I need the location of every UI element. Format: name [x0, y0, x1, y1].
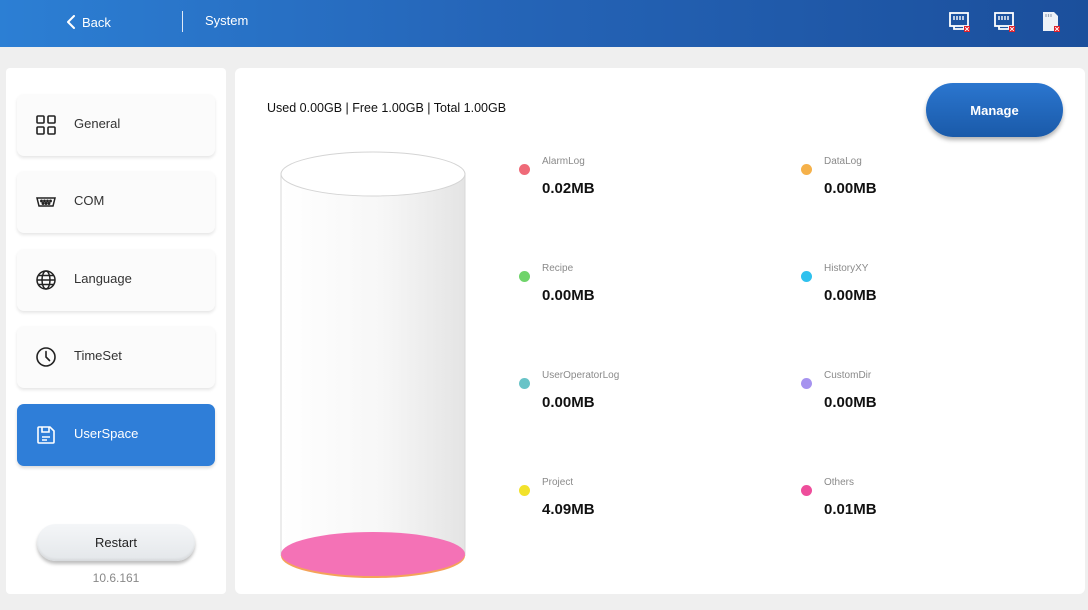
- storage-icon: [35, 424, 57, 446]
- legend-dot: [519, 164, 530, 175]
- stat-project: Project 4.09MB: [519, 475, 749, 525]
- sidebar-item-language[interactable]: Language: [17, 249, 215, 311]
- stat-datalog: DataLog 0.00MB: [801, 154, 1031, 204]
- usage-fill-top: [281, 532, 465, 576]
- back-label: Back: [82, 14, 111, 30]
- stat-label: AlarmLog: [542, 156, 585, 167]
- globe-icon: [35, 269, 57, 291]
- sidebar-item-label: Language: [74, 271, 132, 286]
- header-divider: [182, 11, 183, 32]
- stat-recipe: Recipe 0.00MB: [519, 261, 749, 311]
- stat-label: Others: [824, 477, 855, 488]
- stat-customdir: CustomDir 0.00MB: [801, 368, 1031, 418]
- stat-value: 0.00MB: [824, 180, 877, 197]
- sd-card-missing-icon[interactable]: [1038, 10, 1062, 34]
- back-button[interactable]: Back: [66, 12, 111, 32]
- storage-summary: Used 0.00GB | Free 1.00GB | Total 1.00GB: [267, 101, 507, 115]
- stat-useroperatorlog: UserOperatorLog 0.00MB: [519, 368, 749, 418]
- legend-dot: [801, 378, 812, 389]
- chevron-left-icon: [67, 15, 75, 29]
- stat-value: 0.00MB: [824, 287, 877, 304]
- sidebar: General COM Language: [6, 68, 226, 594]
- manage-button[interactable]: Manage: [926, 83, 1063, 137]
- sidebar-item-label: General: [74, 116, 121, 131]
- stat-value: 0.01MB: [824, 501, 877, 518]
- legend-dot: [801, 271, 812, 282]
- stat-historyxy: HistoryXY 0.00MB: [801, 261, 1031, 311]
- page-title: System: [205, 13, 249, 28]
- stat-value: 4.09MB: [542, 501, 595, 518]
- grid-icon: [35, 114, 57, 136]
- firmware-version: 10.6.161: [92, 571, 140, 585]
- network-port-1-disconnected-icon[interactable]: [948, 10, 972, 34]
- stat-value: 0.00MB: [542, 394, 595, 411]
- status-icons: [948, 10, 1062, 34]
- clock-icon: [35, 346, 57, 368]
- stat-label: CustomDir: [824, 370, 872, 381]
- legend-dot: [801, 485, 812, 496]
- legend-dot: [519, 271, 530, 282]
- legend-dot: [519, 378, 530, 389]
- serial-port-icon: [35, 191, 57, 213]
- sidebar-item-general[interactable]: General: [17, 94, 215, 156]
- sidebar-item-label: UserSpace: [74, 426, 139, 441]
- storage-usage-cylinder: [280, 151, 466, 578]
- sidebar-item-label: COM: [74, 193, 105, 208]
- sidebar-item-userspace[interactable]: UserSpace: [17, 404, 215, 466]
- restart-button[interactable]: Restart: [37, 524, 195, 561]
- network-port-2-disconnected-icon[interactable]: [993, 10, 1017, 34]
- stat-label: DataLog: [824, 156, 862, 167]
- stat-value: 0.00MB: [824, 394, 877, 411]
- user-space-panel: Used 0.00GB | Free 1.00GB | Total 1.00GB…: [235, 68, 1085, 594]
- stat-value: 0.00MB: [542, 287, 595, 304]
- stat-label: UserOperatorLog: [542, 370, 620, 381]
- stat-value: 0.02MB: [542, 180, 595, 197]
- sidebar-item-label: TimeSet: [74, 348, 122, 363]
- sidebar-item-com[interactable]: COM: [17, 171, 215, 233]
- legend-dot: [801, 164, 812, 175]
- stat-label: Recipe: [542, 263, 574, 274]
- stat-label: Project: [542, 477, 574, 488]
- stat-others: Others 0.01MB: [801, 475, 1031, 525]
- top-bar: Back System: [0, 0, 1088, 47]
- stat-label: HistoryXY: [824, 263, 869, 274]
- stat-alarmlog: AlarmLog 0.02MB: [519, 154, 749, 204]
- legend-dot: [519, 485, 530, 496]
- sidebar-item-timeset[interactable]: TimeSet: [17, 326, 215, 388]
